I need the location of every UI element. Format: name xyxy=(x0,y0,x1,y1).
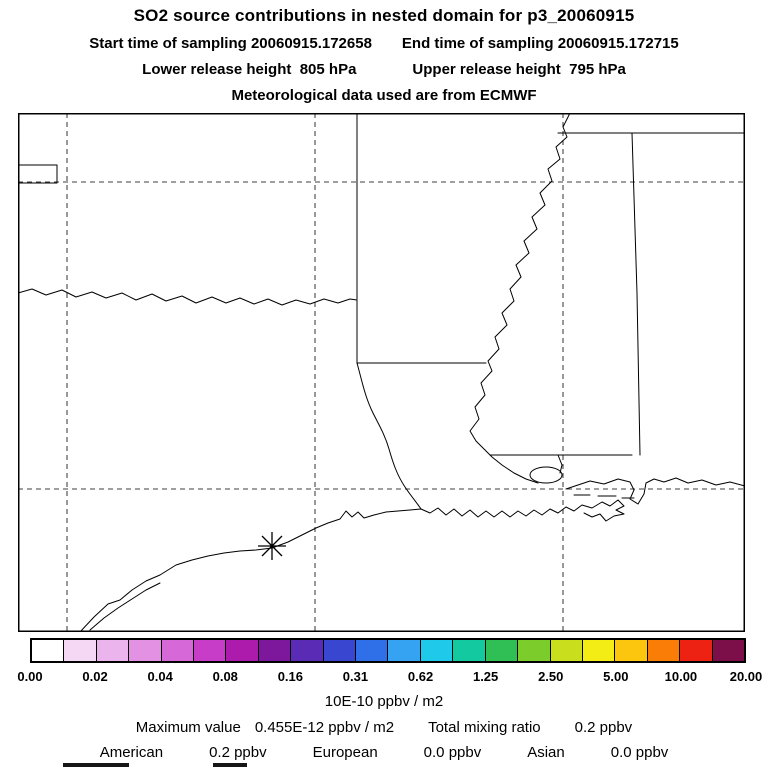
colorbar-units: 10E-10 ppbv / m2 xyxy=(324,693,444,710)
gridlines xyxy=(18,113,745,632)
map xyxy=(18,113,745,632)
colorbar-segment xyxy=(226,640,259,661)
colorbar-segment xyxy=(194,640,227,661)
gulf-coast-texas-louisiana xyxy=(79,499,625,632)
met-source-line: Meteorological data used are from ECMWF xyxy=(0,87,768,104)
gridline-horizontal xyxy=(18,181,745,490)
colorbar-segment xyxy=(518,640,551,661)
gulf-coast-mississippi-alabama xyxy=(565,477,745,505)
region-value: 0.0 ppbv xyxy=(423,744,482,761)
colorbar-ticks: 0.00 0.02 0.04 0.08 0.16 0.31 0.62 1.25 2.50 5.00… xyxy=(17,669,762,685)
colorbar-tick-label: 0.62 xyxy=(407,669,434,684)
colorbar-segment xyxy=(323,640,357,661)
lake-pontchartrain xyxy=(529,466,563,484)
plot-title: SO2 source contributions in nested domai… xyxy=(133,6,635,25)
sampling-end-text: End time of sampling 20060915.172715 xyxy=(401,35,679,52)
colorbar-segment xyxy=(356,640,389,661)
max-value-pair: Maximum value 0.455E-12 ppbv / m2 xyxy=(136,719,394,736)
colorbar-segment xyxy=(258,640,292,661)
met-source-text: Meteorological data used are from ECMWF xyxy=(231,87,537,104)
padre-island-barrier xyxy=(89,582,161,631)
colorbar-segment xyxy=(680,640,713,661)
colorbar-segment xyxy=(96,640,130,661)
gridline-vertical xyxy=(66,113,564,632)
colorbar xyxy=(30,638,746,663)
sampling-start-text: Start time of sampling 20060915.172658 xyxy=(89,35,372,52)
colorbar-segment xyxy=(453,640,486,661)
colorbar-segment xyxy=(582,640,616,661)
texas-louisiana-border xyxy=(356,362,422,510)
colorbar-segment xyxy=(388,640,421,661)
region-name: European xyxy=(312,744,378,761)
asterisk-marker-icon xyxy=(258,532,286,560)
mississippi-alabama-border xyxy=(631,132,641,456)
upper-release-text: Upper release height 795 hPa xyxy=(412,61,626,78)
colorbar-tick-label: 1.25 xyxy=(472,669,499,684)
region-value: 0.2 ppbv xyxy=(209,744,267,761)
mississippi-river-line xyxy=(469,113,571,484)
colorbar-tick-label: 20.00 xyxy=(729,669,763,684)
colorbar-units-line: 10E-10 ppbv / m2 xyxy=(0,693,768,710)
red-river-border xyxy=(18,288,358,306)
colorbar-segment xyxy=(712,640,744,661)
colorbar-segment xyxy=(64,640,97,661)
oklahoma-panhandle-border xyxy=(18,164,58,184)
colorbar-tick-label: 0.16 xyxy=(277,669,304,684)
colorbar-segment xyxy=(161,640,195,661)
colorbar-tick-label: 0.00 xyxy=(17,669,43,684)
cropped-text-artifact xyxy=(63,763,129,767)
max-value: 0.455E-12 ppbv / m2 xyxy=(254,719,395,736)
colorbar-segment xyxy=(550,640,583,661)
colorbar-tick-label: 0.04 xyxy=(147,669,173,684)
max-value-label: Maximum value xyxy=(135,719,241,736)
barrier-islands xyxy=(573,494,635,499)
coastline xyxy=(79,466,745,632)
colorbar-tick-label: 0.31 xyxy=(342,669,369,684)
sampling-times-line: Start time of sampling 20060915.172658 E… xyxy=(0,35,768,52)
cropped-text-artifact xyxy=(213,763,247,767)
map-border xyxy=(18,113,745,632)
pearl-river-border xyxy=(557,454,563,474)
total-mixing-ratio-label: Total mixing ratio xyxy=(428,719,541,736)
colorbar-segment xyxy=(32,640,65,661)
colorbar-segment xyxy=(485,640,519,661)
colorbar-tick-label: 5.00 xyxy=(603,669,629,684)
colorbar-tick-label: 10.00 xyxy=(664,669,698,684)
colorbar-tick-label: 0.02 xyxy=(82,669,108,684)
state-borders xyxy=(18,113,745,510)
colorbar-segment xyxy=(291,640,324,661)
max-value-line: Maximum value 0.455E-12 ppbv / m2 Total … xyxy=(0,719,768,736)
region-stats-row: American 0.2 ppbv European 0.0 ppbv Asian 0.0… xyxy=(0,744,768,761)
colorbar-tick-label: 2.50 xyxy=(538,669,564,684)
colorbar-segment xyxy=(420,640,454,661)
colorbar-segment xyxy=(129,640,162,661)
lower-release-text: Lower release height 805 hPa xyxy=(142,61,357,78)
release-location-marker xyxy=(258,532,286,560)
colorbar-tick-label: 0.08 xyxy=(212,669,238,684)
mississippi-river xyxy=(469,113,571,484)
region-name: Asian xyxy=(527,744,565,761)
colorbar-segment xyxy=(615,640,648,661)
release-heights-line: Lower release height 805 hPa Upper relea… xyxy=(0,61,768,78)
region-value: 0.0 ppbv xyxy=(610,744,669,761)
colorbar-segment xyxy=(647,640,681,661)
page-title: SO2 source contributions in nested domai… xyxy=(0,6,768,26)
total-mixing-ratio-value: 0.2 ppbv xyxy=(574,719,633,736)
region-name: American xyxy=(99,744,164,761)
